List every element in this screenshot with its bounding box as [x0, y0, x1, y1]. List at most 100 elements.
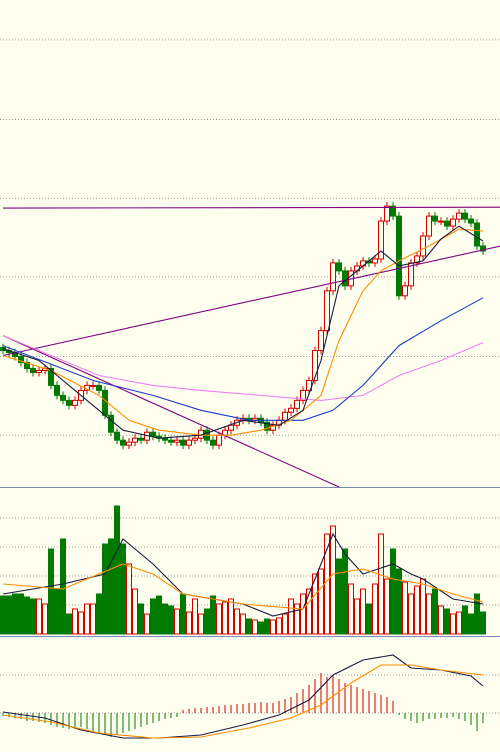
volume-bar [108, 538, 114, 635]
candle-body [318, 330, 324, 352]
volume-bar [168, 605, 174, 635]
volume-bar [276, 617, 282, 635]
candle-body [132, 437, 138, 443]
indicator-line [2, 664, 484, 739]
volume-bar [198, 613, 204, 635]
candle-body [312, 350, 318, 381]
volume-bar [6, 595, 12, 635]
volume-bar [84, 603, 90, 635]
volume-bar [186, 611, 192, 635]
volume-bar [36, 598, 42, 635]
volume-bar [438, 605, 444, 635]
candle-body [324, 290, 330, 332]
volume-bar [18, 593, 24, 635]
volume-bar [126, 563, 132, 635]
candle-body [264, 421, 270, 431]
candle-body [384, 205, 390, 222]
volume-bar [378, 533, 384, 635]
candle-body [186, 439, 192, 446]
candle-body [120, 439, 126, 446]
volume-bar [150, 598, 156, 635]
candle-body [288, 407, 294, 413]
candle-body [72, 399, 78, 406]
candle-body [126, 441, 132, 446]
volume-bar [456, 611, 462, 635]
candle-body [108, 414, 114, 433]
candle-body [192, 437, 198, 441]
volume-bar [354, 598, 360, 635]
volume-bar [312, 573, 318, 635]
volume-bar [246, 618, 252, 635]
volume-bar [282, 613, 288, 635]
volume-bar [66, 613, 72, 635]
candle-body [216, 434, 222, 446]
volume-bar [480, 611, 486, 635]
volume-bar [468, 613, 474, 635]
volume-bar [258, 621, 264, 635]
volume-bar [54, 588, 60, 635]
candle-body [210, 439, 216, 446]
volume-bar [204, 608, 210, 635]
volume-bar [30, 598, 36, 635]
candle-body [372, 258, 378, 264]
volume-bar [174, 608, 180, 635]
candle-body [168, 439, 174, 443]
volume-bar [192, 598, 198, 635]
candle-body [342, 270, 348, 287]
candle-body [180, 439, 186, 446]
volume-bar [0, 595, 6, 635]
indicator-line [2, 654, 484, 739]
volume-bar [342, 548, 348, 635]
candle-body [138, 437, 144, 441]
volume-bar [180, 593, 186, 635]
candle-body [480, 245, 486, 252]
volume-bar [414, 585, 420, 635]
volume-bar [120, 543, 126, 635]
indicator-line [2, 532, 484, 617]
candle-body [36, 369, 42, 373]
candle-body [474, 222, 480, 247]
indicator-line [2, 335, 340, 488]
candle-body [60, 394, 66, 401]
candle-body [390, 205, 396, 217]
candle-body [162, 437, 168, 441]
candle-body [378, 220, 384, 260]
volume-bar [264, 618, 270, 635]
volume-bar [60, 538, 66, 635]
volume-bar [78, 611, 84, 635]
volume-bar [102, 543, 108, 635]
candle-body [282, 411, 288, 421]
volume-bar [156, 595, 162, 635]
volume-bar [72, 608, 78, 635]
volume-bar [306, 588, 312, 635]
volume-bar [252, 619, 258, 635]
indicator-line [2, 228, 484, 436]
volume-bar [396, 568, 402, 635]
volume-bar [366, 603, 372, 635]
volume-bar [216, 603, 222, 635]
volume-bar [432, 588, 438, 635]
volume-bar [348, 583, 354, 635]
volume-bar [12, 593, 18, 635]
volume-bar [270, 619, 276, 635]
volume-bar [222, 601, 228, 635]
candle-body [438, 220, 444, 223]
volume-bar [390, 548, 396, 635]
volume-bar [300, 593, 306, 635]
volume-bar [402, 581, 408, 635]
candle-body [300, 389, 306, 401]
candle-body [444, 220, 450, 227]
indicator-line [2, 297, 484, 421]
volume-bar [24, 596, 30, 635]
volume-bar [462, 605, 468, 635]
candle-body [48, 367, 54, 386]
candle-body [354, 265, 360, 272]
candle-body [102, 389, 108, 416]
candle-body [330, 262, 336, 292]
volume-bar [294, 603, 300, 635]
volume-bar [114, 505, 120, 635]
candle-body [294, 399, 300, 409]
candle-body [174, 439, 180, 443]
